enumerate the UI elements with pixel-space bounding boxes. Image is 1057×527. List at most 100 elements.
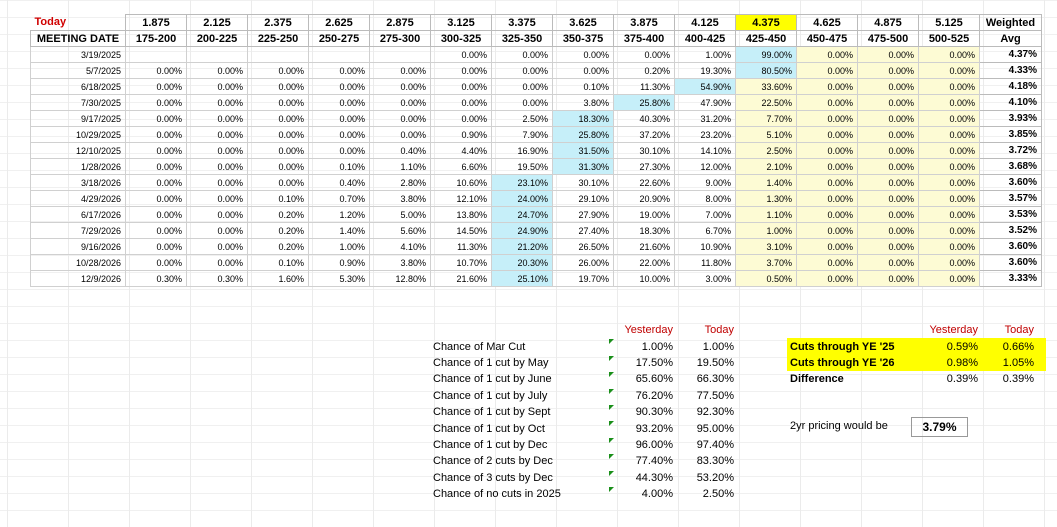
weighted-avg-cell[interactable]: 3.33% (979, 270, 1042, 287)
probability-cell[interactable]: 0.00% (796, 206, 858, 223)
probability-cell[interactable]: 7.90% (491, 126, 553, 143)
cuts-yesterday[interactable]: 0.39% (946, 373, 978, 386)
probability-cell[interactable]: 27.30% (613, 158, 675, 175)
probability-cell[interactable]: 2.50% (491, 110, 553, 127)
probability-cell[interactable]: 11.30% (613, 78, 675, 95)
probability-cell[interactable]: 8.00% (674, 190, 736, 207)
probability-cell[interactable]: 0.00% (857, 158, 919, 175)
probability-cell[interactable]: 0.00% (247, 94, 309, 111)
probability-cell[interactable]: 3.80% (552, 94, 614, 111)
weighted-avg-cell[interactable]: 3.72% (979, 142, 1042, 159)
probability-cell[interactable]: 0.00% (918, 270, 980, 287)
probability-cell[interactable]: 0.00% (857, 142, 919, 159)
probability-cell[interactable]: 0.00% (125, 62, 187, 79)
probability-cell[interactable]: 24.90% (491, 222, 553, 239)
probability-cell[interactable] (247, 46, 309, 63)
probability-cell[interactable]: 0.00% (491, 94, 553, 111)
probability-cell[interactable]: 0.00% (857, 174, 919, 191)
probability-cell[interactable]: 3.80% (369, 190, 431, 207)
probability-cell[interactable]: 0.00% (796, 62, 858, 79)
probability-cell[interactable]: 0.00% (918, 222, 980, 239)
probability-cell[interactable]: 0.10% (247, 254, 309, 271)
probability-cell[interactable]: 0.00% (186, 174, 248, 191)
probability-cell[interactable]: 0.00% (186, 126, 248, 143)
meeting-date[interactable]: 12/9/2026 (30, 270, 126, 287)
probability-cell[interactable]: 0.00% (125, 94, 187, 111)
probability-cell[interactable]: 47.90% (674, 94, 736, 111)
probability-cell[interactable]: 0.00% (369, 94, 431, 111)
probability-cell[interactable]: 18.30% (613, 222, 675, 239)
probability-cell[interactable]: 0.00% (857, 126, 919, 143)
weighted-avg-cell[interactable]: 4.33% (979, 62, 1042, 79)
probability-cell[interactable]: 0.00% (796, 142, 858, 159)
meeting-date[interactable]: 3/19/2025 (30, 46, 126, 63)
probability-cell[interactable]: 0.00% (796, 222, 858, 239)
probability-cell[interactable]: 0.00% (918, 254, 980, 271)
probability-cell[interactable]: 0.00% (186, 222, 248, 239)
probability-cell[interactable]: 9.00% (674, 174, 736, 191)
cuts-yesterday[interactable]: 0.98% (911, 354, 981, 372)
probability-cell[interactable]: 0.00% (918, 110, 980, 127)
probability-cell[interactable]: 25.10% (491, 270, 553, 287)
probability-cell[interactable]: 19.00% (613, 206, 675, 223)
probability-cell[interactable]: 0.00% (308, 78, 370, 95)
meeting-date[interactable]: 4/29/2026 (30, 190, 126, 207)
probability-cell[interactable]: 1.00% (735, 222, 797, 239)
probability-cell[interactable]: 2.50% (735, 142, 797, 159)
probability-cell[interactable]: 31.50% (552, 142, 614, 159)
probability-cell[interactable]: 0.00% (918, 62, 980, 79)
probability-cell[interactable]: 29.10% (552, 190, 614, 207)
probability-cell[interactable]: 37.20% (613, 126, 675, 143)
probability-cell[interactable]: 12.80% (369, 270, 431, 287)
probability-cell[interactable]: 0.00% (247, 142, 309, 159)
chance-yesterday[interactable]: 93.20% (608, 420, 676, 436)
probability-cell[interactable]: 0.00% (430, 62, 492, 79)
probability-cell[interactable]: 0.00% (125, 142, 187, 159)
meeting-date[interactable]: 9/17/2025 (30, 110, 126, 127)
probability-cell[interactable]: 5.30% (308, 270, 370, 287)
probability-cell[interactable]: 0.00% (857, 190, 919, 207)
probability-cell[interactable]: 0.00% (918, 158, 980, 175)
chance-yesterday[interactable]: 90.30% (608, 404, 676, 420)
probability-cell[interactable]: 31.20% (674, 110, 736, 127)
probability-cell[interactable]: 25.80% (613, 94, 675, 111)
probability-cell[interactable]: 0.20% (247, 222, 309, 239)
probability-cell[interactable]: 0.00% (125, 254, 187, 271)
meeting-date[interactable]: 10/28/2026 (30, 254, 126, 271)
probability-cell[interactable]: 2.10% (735, 158, 797, 175)
probability-cell[interactable]: 19.70% (552, 270, 614, 287)
probability-cell[interactable]: 0.00% (491, 62, 553, 79)
cuts-today[interactable]: 0.39% (1002, 373, 1034, 386)
probability-cell[interactable]: 0.00% (186, 62, 248, 79)
probability-cell[interactable]: 0.00% (857, 238, 919, 255)
probability-cell[interactable]: 54.90% (674, 78, 736, 95)
probability-cell[interactable]: 0.00% (125, 190, 187, 207)
probability-cell[interactable]: 0.00% (430, 78, 492, 95)
chance-today[interactable]: 1.00% (702, 340, 734, 353)
probability-cell[interactable]: 0.00% (186, 78, 248, 95)
probability-cell[interactable]: 0.20% (613, 62, 675, 79)
probability-cell[interactable]: 13.80% (430, 206, 492, 223)
probability-cell[interactable]: 0.00% (186, 94, 248, 111)
probability-cell[interactable]: 0.00% (857, 206, 919, 223)
meeting-date[interactable]: 6/17/2026 (30, 206, 126, 223)
probability-cell[interactable]: 0.00% (125, 110, 187, 127)
weighted-avg-cell[interactable]: 3.60% (979, 254, 1042, 271)
probability-cell[interactable]: 0.00% (247, 62, 309, 79)
probability-cell[interactable]: 30.10% (552, 174, 614, 191)
probability-cell[interactable]: 19.50% (491, 158, 553, 175)
probability-cell[interactable]: 0.00% (125, 222, 187, 239)
probability-cell[interactable]: 24.00% (491, 190, 553, 207)
probability-cell[interactable]: 3.70% (735, 254, 797, 271)
probability-cell[interactable]: 1.10% (369, 158, 431, 175)
probability-cell[interactable]: 23.10% (491, 174, 553, 191)
probability-cell[interactable]: 0.00% (796, 110, 858, 127)
probability-cell[interactable]: 0.00% (857, 94, 919, 111)
probability-cell[interactable]: 0.00% (186, 110, 248, 127)
probability-cell[interactable]: 30.10% (613, 142, 675, 159)
probability-cell[interactable]: 0.00% (796, 174, 858, 191)
probability-cell[interactable]: 0.30% (186, 270, 248, 287)
probability-cell[interactable]: 0.00% (247, 158, 309, 175)
probability-cell[interactable]: 24.70% (491, 206, 553, 223)
probability-cell[interactable]: 10.00% (613, 270, 675, 287)
